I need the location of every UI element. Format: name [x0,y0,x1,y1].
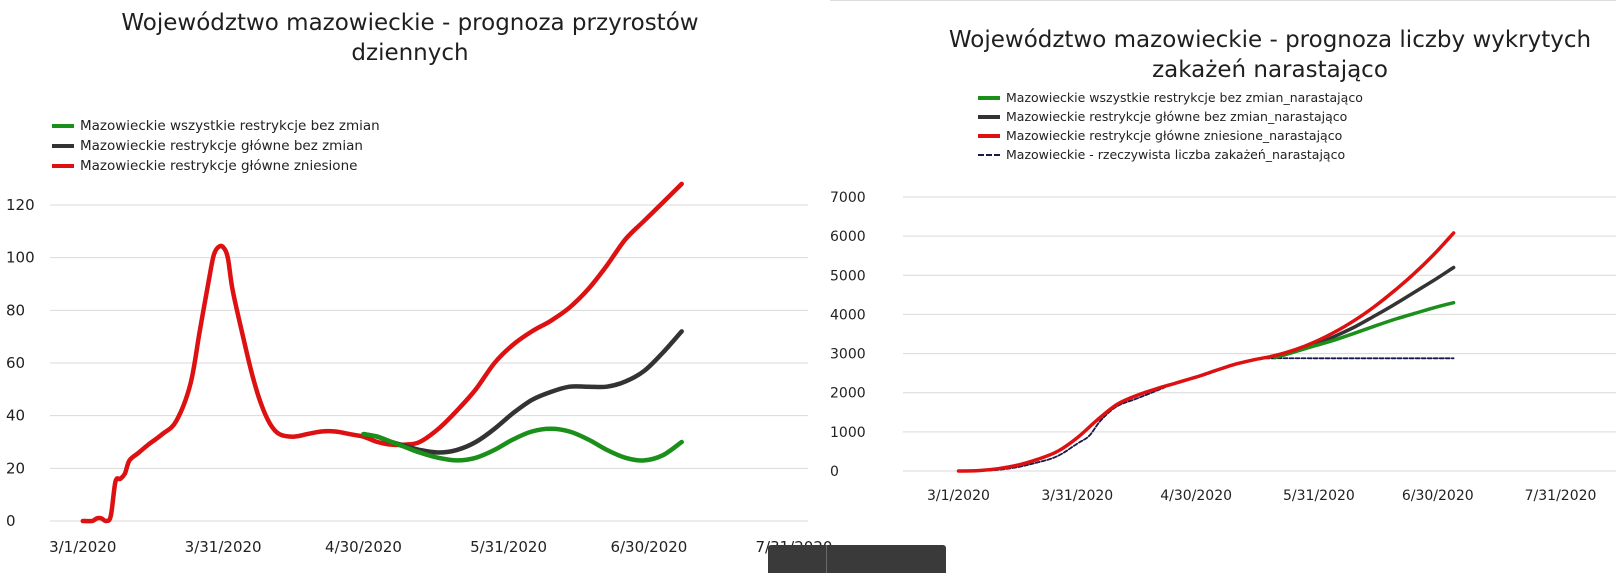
plot-area: 0 1000 2000 3000 4000 5000 6000 7000 3/1/2020 3/3… [830,190,1616,504]
x-tick-label: 5/31/2020 [470,538,547,556]
legend-swatch-green [978,95,1000,100]
y-tick-label: 7000 [830,190,866,206]
y-tick-label: 5000 [830,268,866,284]
x-tick-label: 4/30/2020 [1160,488,1232,504]
legend-item: Mazowieckie - rzeczywista liczba zakażeń… [978,145,1363,164]
x-tick-label: 7/31/2020 [1525,488,1597,504]
series-line [80,181,684,524]
legend-label: Mazowieckie restrykcje główne bez zmian [80,138,363,154]
y-tick-label: 1000 [830,425,866,441]
cumulative-cases-chart: Województwo mazowieckie - prognoza liczb… [830,0,1616,574]
x-tick-label: 3/1/2020 [49,538,116,556]
y-tick-label: 0 [6,512,16,530]
legend-label: Mazowieckie restrykcje główne zniesione [80,158,358,174]
y-tick-label: 0 [830,464,839,480]
legend-item: Mazowieckie restrykcje główne zniesione [52,156,380,176]
y-tick-label: 80 [6,301,25,319]
legend-label: Mazowieckie restrykcje główne bez zmian_… [1006,109,1348,124]
chart-title: Województwo mazowieckie - prognoza przyr… [40,8,780,68]
y-tick-label: 60 [6,354,25,372]
legend-swatch-dark [52,144,74,148]
x-tick-label: 3/31/2020 [1041,488,1113,504]
legend-swatch-green [52,124,74,128]
legend-label: Mazowieckie restrykcje główne zniesione_… [1006,128,1343,143]
legend-label: Mazowieckie - rzeczywista liczba zakażeń… [1006,147,1346,162]
x-tick-label: 6/30/2020 [1402,488,1474,504]
chart-title-line-2: dziennych [351,40,469,66]
viewer-toolbar[interactable] [768,545,946,573]
x-tick-label: 5/31/2020 [1283,488,1355,504]
chart-legend: Mazowieckie wszystkie restrykcje bez zmi… [978,88,1363,164]
plot-area: 0 20 40 60 80 100 120 3/1/2020 3/31/2020 4/30/202… [6,181,832,556]
legend-item: Mazowieckie restrykcje główne zniesione_… [978,126,1363,145]
x-tick-label: 6/30/2020 [610,538,687,556]
x-tick-label: 3/31/2020 [185,538,262,556]
legend-swatch-dashed [978,153,1000,156]
x-tick-label: 3/1/2020 [927,488,990,504]
legend-item: Mazowieckie wszystkie restrykcje bez zmi… [978,88,1363,107]
legend-item: Mazowieckie wszystkie restrykcje bez zmi… [52,116,380,136]
chart-title: Województwo mazowieckie - prognoza liczb… [890,25,1616,85]
chart-legend: Mazowieckie wszystkie restrykcje bez zmi… [52,116,380,176]
chart-title-line-2: zakażeń narastająco [1152,57,1388,83]
series-line [1273,300,1456,360]
series-line [957,357,1455,472]
series-line [361,426,684,463]
legend-item: Mazowieckie restrykcje główne bez zmian [52,136,380,156]
toolbar-divider [826,545,827,573]
daily-increments-chart: Województwo mazowieckie - prognoza przyr… [6,8,832,556]
y-tick-label: 100 [6,249,35,267]
legend-label: Mazowieckie wszystkie restrykcje bez zmi… [80,118,380,134]
legend-swatch-dark [978,114,1000,119]
y-tick-label: 120 [6,196,35,214]
legend-item: Mazowieckie restrykcje główne bez zmian_… [978,107,1363,126]
y-tick-label: 40 [6,407,25,425]
legend-label: Mazowieckie wszystkie restrykcje bez zmi… [1006,90,1363,105]
chart-title-line-1: Województwo mazowieckie - prognoza przyr… [121,10,699,36]
x-tick-label: 4/30/2020 [325,538,402,556]
y-tick-label: 4000 [830,307,866,323]
legend-swatch-red [978,133,1000,138]
y-tick-label: 20 [6,459,25,477]
y-tick-label: 2000 [830,386,866,402]
legend-swatch-red [52,164,74,168]
series-line [956,231,1456,473]
y-tick-label: 6000 [830,229,866,245]
y-tick-label: 3000 [830,347,866,363]
chart-title-line-1: Województwo mazowieckie - prognoza liczb… [948,27,1592,53]
